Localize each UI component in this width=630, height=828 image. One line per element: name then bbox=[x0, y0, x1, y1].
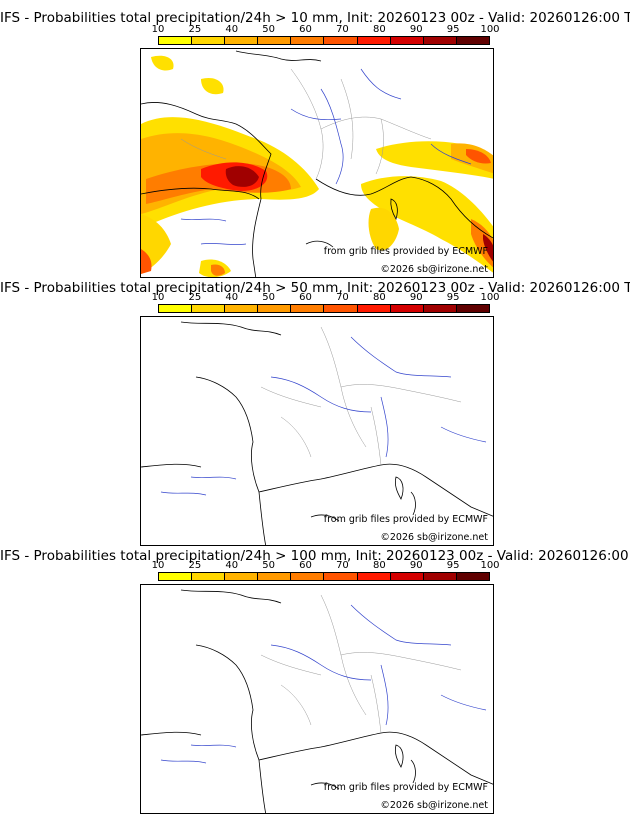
colorbar-swatch bbox=[423, 305, 457, 312]
colorbar-tick-label: 25 bbox=[188, 292, 202, 303]
map-drawing bbox=[141, 50, 493, 277]
colorbar-swatch bbox=[192, 573, 226, 580]
copyright-credit: ©2026 sb@irizone.net bbox=[380, 264, 488, 275]
colorbar-tick-label: 70 bbox=[336, 24, 349, 35]
colorbar-swatch bbox=[390, 37, 424, 44]
colorbar-tick-label: 90 bbox=[409, 292, 423, 303]
colorbar-swatch bbox=[456, 37, 489, 44]
map-drawing bbox=[141, 589, 493, 813]
precip-map: from grib files provided by ECMWF ©2026 … bbox=[140, 316, 494, 546]
colorbar-swatch bbox=[192, 37, 226, 44]
borders bbox=[260, 326, 462, 466]
colorbar-tick-label: 95 bbox=[446, 24, 460, 35]
colorbar: 10 25 40 50 60 70 80 90 95 100 bbox=[152, 24, 500, 46]
colorbar-tick-label: 60 bbox=[299, 560, 312, 571]
colorbar-tick-label: 80 bbox=[372, 560, 386, 571]
colorbar-tick-label: 10 bbox=[151, 24, 165, 35]
panel-title: IFS - Probabilities total precipitation/… bbox=[0, 10, 630, 26]
map-drawing bbox=[141, 321, 493, 545]
colorbar-tick-label: 90 bbox=[409, 24, 423, 35]
colorbar-tick-label: 50 bbox=[262, 24, 276, 35]
colorbar-tick-label: 100 bbox=[480, 24, 500, 35]
coastlines bbox=[141, 589, 493, 813]
source-credit: from grib files provided by ECMWF bbox=[323, 246, 488, 257]
colorbar-swatches bbox=[158, 304, 490, 313]
colorbar-tick-label: 40 bbox=[225, 560, 239, 571]
colorbar-swatch bbox=[390, 305, 424, 312]
precip-shading bbox=[141, 55, 493, 277]
colorbar-ticks: 10 25 40 50 60 70 80 90 95 100 bbox=[152, 292, 500, 304]
panel-100mm: IFS - Probabilities total precipitation/… bbox=[0, 548, 630, 828]
colorbar-tick-label: 70 bbox=[336, 292, 349, 303]
rivers bbox=[160, 604, 487, 764]
colorbar-swatch bbox=[456, 573, 489, 580]
rivers bbox=[180, 68, 472, 245]
borders bbox=[260, 594, 462, 734]
colorbar-tick-label: 60 bbox=[299, 292, 312, 303]
colorbar-swatch bbox=[291, 305, 325, 312]
copyright-credit: ©2026 sb@irizone.net bbox=[380, 800, 488, 811]
colorbar-swatch bbox=[324, 37, 358, 44]
panel-10mm: IFS - Probabilities total precipitation/… bbox=[0, 0, 630, 278]
colorbar-ticks: 10 25 40 50 60 70 80 90 95 100 bbox=[152, 24, 500, 36]
colorbar-tick-label: 10 bbox=[151, 292, 165, 303]
colorbar-swatch bbox=[456, 305, 489, 312]
colorbar-tick-label: 50 bbox=[262, 560, 276, 571]
colorbar-tick-label: 50 bbox=[262, 292, 276, 303]
colorbar-swatch bbox=[423, 573, 457, 580]
colorbar-tick-label: 40 bbox=[225, 292, 239, 303]
colorbar-tick-label: 80 bbox=[372, 24, 386, 35]
colorbar-swatches bbox=[158, 36, 490, 45]
colorbar-tick-label: 95 bbox=[446, 292, 460, 303]
copyright-credit: ©2026 sb@irizone.net bbox=[380, 532, 488, 543]
colorbar-swatch bbox=[357, 573, 391, 580]
panel-50mm: IFS - Probabilities total precipitation/… bbox=[0, 278, 630, 548]
colorbar-swatch bbox=[291, 37, 325, 44]
colorbar: 10 25 40 50 60 70 80 90 95 100 bbox=[152, 560, 500, 582]
colorbar-tick-label: 40 bbox=[225, 24, 239, 35]
colorbar-swatch bbox=[159, 37, 193, 44]
colorbar-swatch bbox=[258, 305, 292, 312]
colorbar-swatch bbox=[357, 305, 391, 312]
colorbar-swatch bbox=[390, 573, 424, 580]
panel-title: IFS - Probabilities total precipitation/… bbox=[0, 548, 630, 564]
colorbar-swatch bbox=[225, 305, 259, 312]
borders bbox=[180, 68, 432, 180]
precip-map: from grib files provided by ECMWF ©2026 … bbox=[140, 584, 494, 814]
colorbar-swatch bbox=[357, 37, 391, 44]
colorbar-swatch bbox=[258, 573, 292, 580]
colorbar-swatch bbox=[423, 37, 457, 44]
colorbar-tick-label: 95 bbox=[446, 560, 460, 571]
source-credit: from grib files provided by ECMWF bbox=[323, 782, 488, 793]
colorbar-swatch bbox=[324, 573, 358, 580]
colorbar-swatch bbox=[225, 37, 259, 44]
coastlines bbox=[141, 50, 493, 277]
colorbar-swatches bbox=[158, 572, 490, 581]
colorbar-tick-label: 10 bbox=[151, 560, 165, 571]
colorbar-swatch bbox=[291, 573, 325, 580]
panel-title: IFS - Probabilities total precipitation/… bbox=[0, 280, 630, 296]
colorbar-tick-label: 70 bbox=[336, 560, 349, 571]
colorbar-tick-label: 100 bbox=[480, 560, 500, 571]
rivers bbox=[160, 336, 487, 496]
colorbar-swatch bbox=[159, 305, 193, 312]
coastlines bbox=[141, 321, 493, 545]
source-credit: from grib files provided by ECMWF bbox=[323, 514, 488, 525]
colorbar: 10 25 40 50 60 70 80 90 95 100 bbox=[152, 292, 500, 314]
colorbar-swatch bbox=[225, 573, 259, 580]
colorbar-swatch bbox=[324, 305, 358, 312]
colorbar-swatch bbox=[258, 37, 292, 44]
precip-map: from grib files provided by ECMWF ©2026 … bbox=[140, 48, 494, 278]
colorbar-tick-label: 80 bbox=[372, 292, 386, 303]
colorbar-swatch bbox=[192, 305, 226, 312]
colorbar-swatch bbox=[159, 573, 193, 580]
colorbar-tick-label: 100 bbox=[480, 292, 500, 303]
colorbar-tick-label: 25 bbox=[188, 24, 202, 35]
colorbar-tick-label: 60 bbox=[299, 24, 312, 35]
colorbar-tick-label: 25 bbox=[188, 560, 202, 571]
colorbar-ticks: 10 25 40 50 60 70 80 90 95 100 bbox=[152, 560, 500, 572]
colorbar-tick-label: 90 bbox=[409, 560, 423, 571]
